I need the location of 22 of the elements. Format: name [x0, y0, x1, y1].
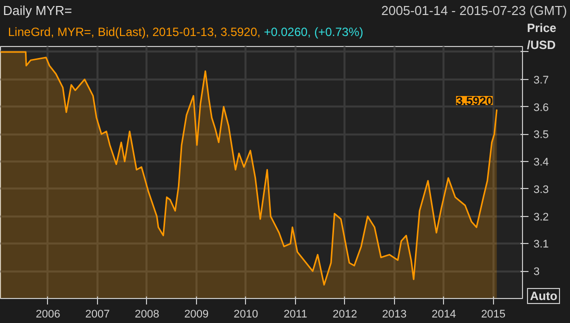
- x-tick-label: 2006: [36, 308, 60, 320]
- y-tick-label: 3.1: [534, 238, 549, 251]
- y-tick-label: 3.7: [534, 74, 549, 86]
- x-tick-label: 2015: [481, 308, 506, 320]
- x-tick-label: 2013: [382, 308, 407, 320]
- x-tick-label: 2011: [284, 308, 308, 320]
- subtitle: 2005-01-14 - 2015-07-23 (GMT): [381, 3, 567, 18]
- x-tick-label: 2008: [134, 308, 160, 320]
- ylabel: Price /USD: [527, 20, 558, 54]
- y-tick-label: 3.6: [534, 102, 549, 114]
- title: Daily MYR=: [3, 3, 72, 18]
- y-tick-label: 3.2: [534, 211, 549, 224]
- y-tick-label: 3.5: [534, 129, 549, 142]
- x-tick-label: 2012: [332, 308, 358, 320]
- y-tick-label: 3.4: [534, 156, 549, 169]
- annotation: 3.5920: [456, 94, 494, 108]
- y-tick-label: 3.3: [534, 184, 549, 196]
- x-tick-label: 2010: [234, 308, 258, 320]
- x-tick-label: 2014: [432, 308, 456, 320]
- x-tick-label: 2007: [85, 308, 110, 320]
- y-tick-label: 3: [534, 266, 540, 278]
- x-tick-label: 2009: [184, 308, 209, 320]
